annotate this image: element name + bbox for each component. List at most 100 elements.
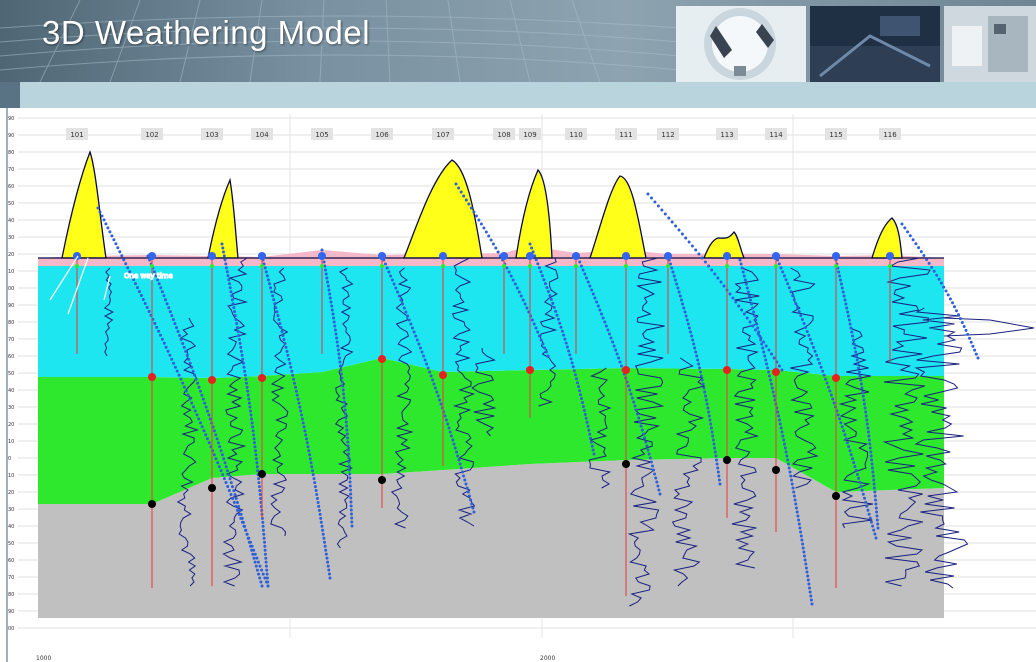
uphole-dot (231, 485, 234, 489)
uphole-dot (175, 369, 179, 373)
base-marker (320, 264, 324, 268)
uphole-dot (699, 370, 702, 374)
uphole-dot (740, 266, 744, 270)
uphole-dot (683, 310, 687, 314)
uphole-dot (868, 516, 872, 520)
uphole-dot (875, 510, 879, 514)
uphole-dot (925, 258, 929, 261)
y-tick-label: 70 (8, 337, 14, 343)
log-trace (538, 257, 559, 407)
uphole-dot (184, 349, 188, 353)
uphole-dot (558, 321, 562, 325)
uphole-dot (160, 290, 164, 294)
uphole-dot (310, 465, 314, 469)
uphole-dot (598, 308, 602, 312)
uphole-dot (866, 426, 870, 430)
uphole-dot (743, 278, 747, 282)
uphole-dot (589, 436, 593, 440)
uphole-dot (270, 290, 274, 294)
uphole-dot (756, 326, 760, 330)
uphole-dot (305, 441, 309, 445)
uphole-dot (459, 190, 463, 194)
log-trace (914, 307, 969, 589)
uphole-dot (874, 498, 877, 502)
uphole-dot (692, 342, 696, 346)
uphole-dot (505, 266, 509, 270)
uphole-dot (865, 504, 869, 508)
uphole-dot (251, 425, 255, 429)
uphole-dot (846, 314, 850, 318)
well-label-text: 103 (205, 131, 218, 139)
uphole-dot (132, 278, 136, 282)
uphole-dot (639, 424, 643, 428)
uphole-dot (846, 310, 850, 314)
base-marker (528, 264, 532, 268)
uphole-dot (777, 414, 781, 418)
base-marker (75, 264, 79, 268)
uphole-dot (241, 361, 245, 365)
uphole-dot (259, 580, 263, 584)
uphole-dot (446, 422, 450, 426)
uphole-dot (849, 326, 853, 330)
uphole-dot (762, 340, 766, 344)
uphole-dot (166, 349, 170, 353)
well-label-105: 105 (311, 128, 333, 140)
uphole-dot (171, 318, 175, 322)
well-label-text: 112 (661, 131, 674, 139)
uphole-dot (951, 301, 954, 305)
uphole-dot (168, 353, 172, 357)
uphole-dot (134, 282, 137, 286)
uphole-dot (348, 484, 352, 488)
uphole-dot (872, 478, 876, 482)
log-trace (838, 327, 873, 529)
uphole-dot (686, 322, 690, 326)
uphole-dot (872, 528, 876, 532)
uphole-dot (809, 594, 813, 598)
uphole-dot (852, 461, 856, 464)
log-trace (334, 267, 354, 549)
uphole-dot (976, 356, 980, 360)
uphole-dot (342, 396, 346, 400)
uphole-dot (139, 294, 143, 297)
uphole-dot (297, 401, 301, 405)
uphole-dot (479, 222, 483, 226)
y-tick-label: 70 (8, 167, 14, 173)
uphole-dot (106, 226, 110, 230)
uphole-dot (199, 389, 202, 393)
uphole-dot (644, 440, 648, 444)
uphole-dot (249, 544, 252, 548)
well-lines (76, 256, 891, 596)
uphole-dot (222, 457, 226, 461)
uphole-dot (235, 322, 239, 325)
uphole-dot (638, 420, 642, 424)
uphole-dot (429, 374, 433, 378)
uphole-dot (581, 268, 585, 272)
uphole-dot (792, 298, 796, 302)
uphole-dot (647, 452, 651, 456)
uphole-dot (560, 329, 564, 333)
lab-photo (944, 6, 1036, 82)
uphole-dot (157, 282, 161, 286)
uphole-dot (227, 473, 231, 477)
uphole-dot (786, 462, 790, 466)
uphole-dot (252, 556, 256, 560)
uphole-dot (406, 314, 410, 318)
uphole-dot (257, 481, 261, 485)
uphole-dot (484, 230, 488, 234)
uphole-dot (204, 433, 208, 437)
uphole-dot (248, 405, 252, 409)
uphole-dot (745, 286, 749, 290)
uphole-dot (342, 400, 346, 404)
uphole-dot (585, 420, 589, 424)
uphole-dot (233, 310, 237, 314)
uphole-dot (779, 266, 783, 270)
uphole-dot (617, 356, 621, 360)
uphole-dot (262, 532, 266, 536)
uphole-dot (810, 602, 814, 606)
uphole-dot (336, 344, 340, 348)
uphole-dot (731, 296, 735, 300)
uphole-dot (257, 485, 261, 489)
uphole-dot (331, 312, 335, 316)
uphole-dot (340, 376, 344, 380)
uphole-dot (868, 446, 872, 450)
